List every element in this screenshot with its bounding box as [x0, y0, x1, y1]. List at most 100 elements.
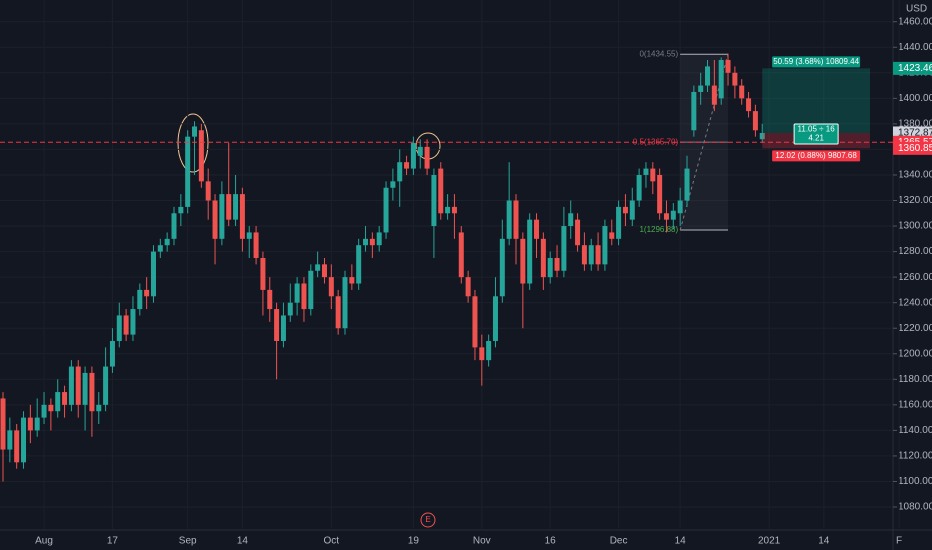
y-tick-label: 1120.00 — [898, 451, 932, 462]
x-tick-label: 2021 — [758, 536, 781, 547]
y-tick-label: 1440.00 — [898, 42, 932, 53]
candle-body — [513, 200, 519, 239]
candle-body — [602, 226, 608, 265]
candle-body — [438, 168, 444, 214]
candle-body — [376, 232, 382, 246]
candle-body — [144, 289, 150, 297]
x-tick-label: 14 — [237, 536, 249, 547]
y-tick-label: 1280.00 — [898, 246, 932, 257]
candle-body — [192, 126, 198, 137]
price-badge — [893, 141, 932, 155]
candle-body — [116, 315, 122, 341]
candle-body — [260, 257, 266, 290]
candle-body — [82, 372, 88, 405]
candle-body — [0, 398, 6, 450]
highlight-ellipse — [177, 113, 209, 173]
stop-label: 12.02 (0.88%) 9807.68 — [775, 151, 857, 160]
candle-body — [424, 146, 430, 169]
candle-body — [185, 136, 191, 207]
candle-body — [698, 85, 704, 92]
y-tick-label: 1180.00 — [898, 374, 932, 385]
candle-body — [219, 194, 225, 239]
candle-body — [280, 315, 286, 341]
fib-label: 1(1296.88) — [639, 225, 678, 234]
stop-label-bg — [772, 150, 861, 162]
candle-body — [732, 72, 738, 86]
y-tick-label: 1380.00 — [898, 119, 932, 130]
candle-body — [540, 238, 546, 278]
event-label: E — [425, 515, 430, 524]
target-label: 50.59 (3.68%) 10809.44 — [773, 57, 859, 66]
candle-body — [636, 174, 642, 201]
candle-body — [226, 194, 232, 220]
fib-label: 0(1434.55) — [639, 49, 678, 58]
candle-body — [390, 181, 396, 188]
candle-body — [274, 309, 280, 341]
x-tick-label: Dec — [610, 536, 628, 547]
candle-body — [609, 232, 615, 239]
event-marker[interactable] — [420, 512, 436, 528]
entry-label-bg — [793, 123, 839, 145]
candle-body — [752, 111, 758, 131]
candle-body — [534, 219, 540, 239]
candle-body — [561, 226, 567, 271]
candle-body — [568, 213, 574, 227]
candle-body — [691, 91, 697, 131]
ratio-label: 4.21 — [808, 134, 824, 143]
price-badge-label: 1360.85 — [898, 143, 932, 154]
candle-body — [588, 245, 594, 265]
x-tick-label: Sep — [179, 536, 197, 547]
y-tick-label: 1220.00 — [898, 323, 932, 334]
price-badge — [893, 61, 932, 75]
y-tick-label: 1240.00 — [898, 297, 932, 308]
candle-body — [445, 206, 451, 214]
candle-body — [383, 187, 389, 233]
y-tick-label: 1320.00 — [898, 195, 932, 206]
candle-body — [55, 392, 61, 412]
candle-body — [465, 277, 471, 297]
candle-body — [369, 238, 375, 246]
candle-body — [363, 238, 369, 246]
x-tick-label: 17 — [107, 536, 119, 547]
candle-body — [294, 283, 300, 303]
candle-body — [239, 194, 245, 239]
candle-body — [479, 347, 485, 361]
x-tick-label: 14 — [818, 536, 830, 547]
candle-body — [48, 404, 54, 412]
candle-body — [575, 219, 581, 246]
x-tick-label: Nov — [473, 536, 491, 547]
candle-body — [527, 219, 533, 284]
candle-body — [34, 417, 40, 431]
candle-body — [417, 146, 423, 156]
candle-body — [68, 366, 74, 405]
y-tick-label: 1200.00 — [898, 348, 932, 359]
candle-body — [451, 206, 457, 214]
candle-body — [246, 232, 252, 239]
candle-body — [581, 245, 587, 265]
candle-body — [335, 296, 341, 329]
candle-body — [677, 200, 683, 214]
candle-body — [7, 430, 13, 450]
candle-body — [356, 245, 362, 284]
candle-body — [75, 366, 81, 405]
candle-body — [705, 66, 711, 86]
candle-body — [267, 289, 273, 310]
candle-body — [96, 404, 102, 412]
candle-body — [472, 296, 478, 348]
candle-body — [321, 264, 327, 278]
candle-body — [287, 302, 293, 316]
candle-body — [492, 296, 498, 341]
candle-body — [123, 315, 129, 335]
candle-body — [164, 238, 170, 246]
candle-body — [670, 210, 676, 220]
candle-body — [759, 132, 765, 140]
y-tick-label: 1460.00 — [898, 16, 932, 27]
candle-body — [711, 85, 717, 105]
candle-body — [486, 340, 492, 361]
x-tick-label: 16 — [545, 536, 557, 547]
x-tick-label: Oct — [324, 536, 340, 547]
candle-body — [650, 168, 656, 182]
candle-body — [150, 251, 156, 297]
candle-body — [718, 60, 724, 99]
candle-body — [89, 372, 95, 412]
